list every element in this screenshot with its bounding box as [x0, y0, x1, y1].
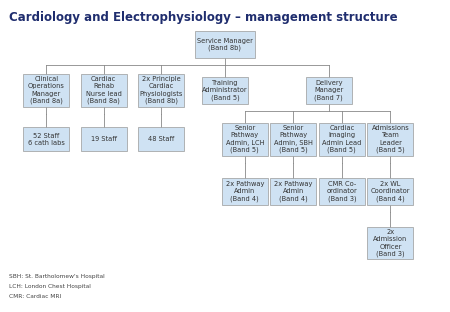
FancyBboxPatch shape	[368, 178, 413, 205]
FancyBboxPatch shape	[81, 127, 126, 151]
Text: 2x Pathway
Admin
(Band 4): 2x Pathway Admin (Band 4)	[274, 181, 313, 202]
Text: 2x Pathway
Admin
(Band 4): 2x Pathway Admin (Band 4)	[225, 181, 264, 202]
FancyBboxPatch shape	[368, 123, 413, 156]
FancyBboxPatch shape	[195, 31, 255, 58]
Text: Admissions
Team
Leader
(Band 5): Admissions Team Leader (Band 5)	[372, 125, 409, 153]
Text: Senior
Pathway
Admin, LCH
(Band 5): Senior Pathway Admin, LCH (Band 5)	[225, 125, 264, 153]
FancyBboxPatch shape	[81, 74, 126, 107]
FancyBboxPatch shape	[138, 127, 184, 151]
Text: 19 Staff: 19 Staff	[91, 136, 117, 142]
FancyBboxPatch shape	[23, 127, 69, 151]
FancyBboxPatch shape	[202, 77, 248, 104]
Text: Clinical
Operations
Manager
(Band 8a): Clinical Operations Manager (Band 8a)	[28, 76, 65, 105]
FancyBboxPatch shape	[368, 227, 413, 259]
Text: Training
Administrator
(Band 5): Training Administrator (Band 5)	[202, 80, 248, 101]
FancyBboxPatch shape	[319, 123, 365, 156]
Text: Senior
Pathway
Admin, SBH
(Band 5): Senior Pathway Admin, SBH (Band 5)	[274, 125, 313, 153]
Text: CMR Co-
ordinator
(Band 3): CMR Co- ordinator (Band 3)	[327, 181, 357, 202]
FancyBboxPatch shape	[222, 123, 268, 156]
Text: CMR: Cardiac MRI: CMR: Cardiac MRI	[9, 294, 61, 299]
Text: SBH: St. Bartholomew's Hospital: SBH: St. Bartholomew's Hospital	[9, 274, 105, 279]
Text: Cardiac
Imaging
Admin Lead
(Band 5): Cardiac Imaging Admin Lead (Band 5)	[322, 125, 361, 153]
Text: 2x WL
Coordinator
(Band 4): 2x WL Coordinator (Band 4)	[371, 181, 410, 202]
FancyBboxPatch shape	[270, 123, 316, 156]
Text: Service Manager
(Band 8b): Service Manager (Band 8b)	[197, 37, 253, 51]
Text: 52 Staff
6 cath labs: 52 Staff 6 cath labs	[28, 133, 65, 146]
FancyBboxPatch shape	[138, 74, 184, 107]
FancyBboxPatch shape	[270, 178, 316, 205]
Text: LCH: London Chest Hospital: LCH: London Chest Hospital	[9, 284, 91, 289]
Text: 48 Staff: 48 Staff	[148, 136, 174, 142]
Text: Cardiac
Rehab
Nurse lead
(Band 8a): Cardiac Rehab Nurse lead (Band 8a)	[86, 76, 122, 105]
Text: Cardiology and Electrophysiology – management structure: Cardiology and Electrophysiology – manag…	[9, 11, 397, 24]
FancyBboxPatch shape	[306, 77, 351, 104]
Text: Delivery
Manager
(Band 7): Delivery Manager (Band 7)	[314, 80, 343, 101]
FancyBboxPatch shape	[319, 178, 365, 205]
Text: 2x Principle
Cardiac
Physiologists
(Band 8b): 2x Principle Cardiac Physiologists (Band…	[140, 76, 183, 105]
FancyBboxPatch shape	[222, 178, 268, 205]
FancyBboxPatch shape	[23, 74, 69, 107]
Text: 2x
Admission
Officer
(Band 3): 2x Admission Officer (Band 3)	[373, 229, 408, 257]
